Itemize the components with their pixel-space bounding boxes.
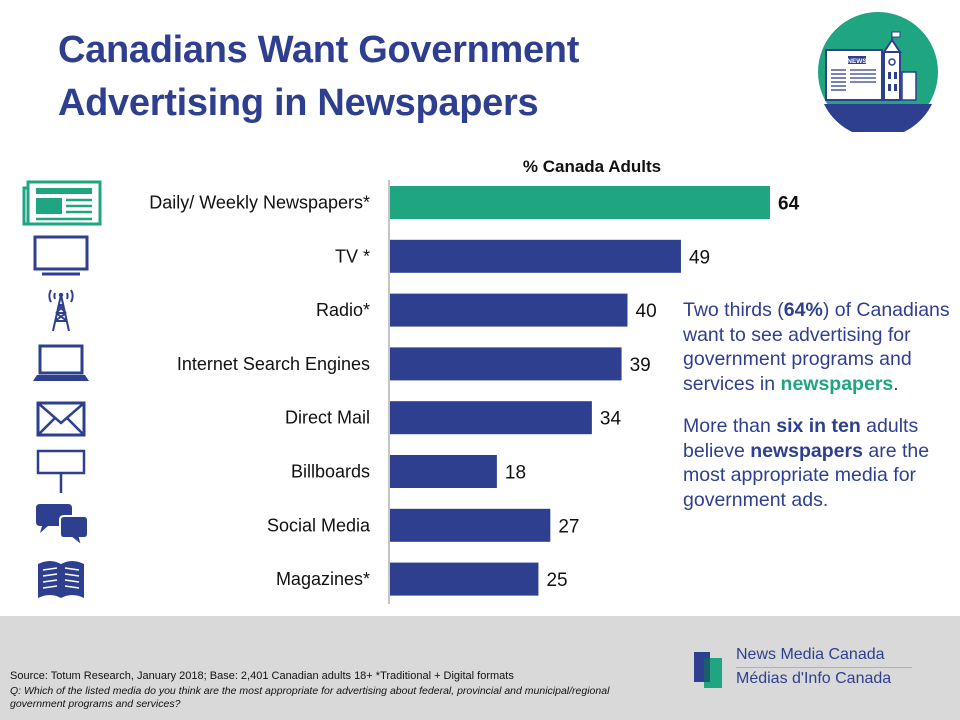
value-label: 49 <box>689 247 710 268</box>
commentary: Two thirds (64%) of Canadians want to se… <box>683 298 955 530</box>
category-label: Magazines* <box>276 569 370 589</box>
footer: News Media Canada Médias d'Info Canada S… <box>0 616 960 720</box>
value-label: 18 <box>505 463 526 484</box>
commentary-paragraph-1: Two thirds (64%) of Canadians want to se… <box>683 299 950 395</box>
envelope-icon <box>22 395 104 441</box>
logo-divider <box>736 667 912 668</box>
newspaper-parliament-icon: NEWS <box>818 12 938 138</box>
bar-1 <box>390 239 681 273</box>
value-label: 34 <box>600 409 622 430</box>
commentary-paragraph-2: More than six in ten adults believe news… <box>683 415 930 511</box>
logo-text-english: News Media Canada <box>736 646 885 663</box>
value-label: 40 <box>636 301 657 322</box>
value-label: 25 <box>546 570 567 591</box>
category-label: Radio* <box>316 300 370 320</box>
bar-4 <box>390 401 592 435</box>
category-label: Billboards <box>291 462 370 482</box>
chart-title: % Canada Adults <box>523 157 661 176</box>
category-label: Direct Mail <box>285 408 370 428</box>
bar-6 <box>390 508 551 542</box>
question-note: Q: Which of the listed media do you thin… <box>10 685 610 710</box>
value-label: 27 <box>558 516 579 537</box>
chat-bubbles-icon <box>22 502 104 549</box>
category-label: TV * <box>335 246 370 266</box>
source-note: Source: Totum Research, January 2018; Ba… <box>10 670 514 682</box>
bar-2 <box>390 293 628 327</box>
bar-5 <box>390 455 497 488</box>
logo-mark-icon <box>694 652 722 688</box>
radio-tower-icon <box>22 287 104 333</box>
page-title: Canadians Want Government Advertising in… <box>58 29 580 124</box>
laptop-icon <box>22 341 104 387</box>
bar-0 <box>390 186 770 219</box>
category-label: Social Media <box>267 515 371 535</box>
value-label: 39 <box>630 355 651 376</box>
newspaper-icon <box>22 180 104 226</box>
value-label: 64 <box>778 194 800 215</box>
bar-chart: % Canada Adults Daily/ Weekly Newspapers… <box>149 157 800 604</box>
category-label: Internet Search Engines <box>177 354 370 374</box>
bar-3 <box>390 347 622 381</box>
category-label: Daily/ Weekly Newspapers* <box>149 193 370 213</box>
badge-text: NEWS <box>847 58 867 65</box>
news-media-canada-logo: News Media Canada Médias d'Info Canada <box>694 646 934 690</box>
logo-text-french: Médias d'Info Canada <box>736 670 892 687</box>
billboard-icon <box>22 449 104 495</box>
tv-icon <box>22 233 104 279</box>
bar-7 <box>390 562 539 596</box>
open-book-icon <box>22 556 104 602</box>
